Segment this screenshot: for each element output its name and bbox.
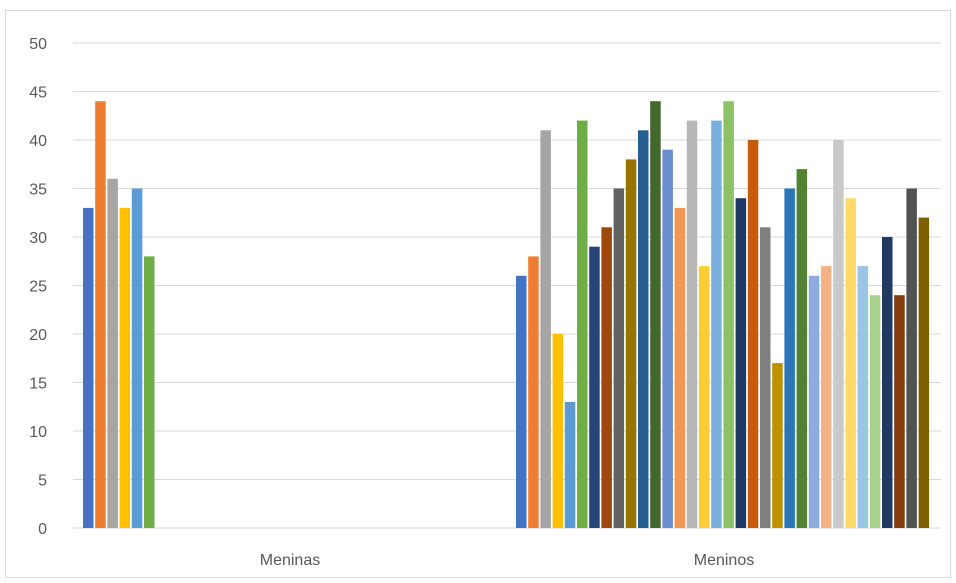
- y-tick-label: 25: [29, 279, 47, 296]
- bar-meninos-18: [723, 101, 734, 528]
- bar-meninos-16: [699, 266, 710, 528]
- y-tick-label: 50: [29, 36, 47, 53]
- bar-meninos-12: [650, 101, 661, 528]
- y-tick-label: 40: [29, 133, 47, 150]
- bar-meninos-2: [528, 256, 539, 528]
- y-tick-label: 10: [29, 424, 47, 441]
- bar-meninos-21: [760, 227, 771, 529]
- y-tick-label: 5: [38, 473, 47, 490]
- bar-meninos-34: [918, 217, 930, 528]
- y-tick-label: 0: [38, 521, 47, 538]
- bar-meninos-27: [833, 140, 844, 528]
- bar-meninos-6: [577, 120, 588, 528]
- bar-meninos-1: [516, 275, 527, 528]
- bar-meninos-5: [564, 401, 576, 528]
- bar-meninos-8: [601, 227, 612, 529]
- bar-meninos-20: [747, 140, 759, 528]
- bar-meninos-31: [882, 237, 893, 528]
- bar-meninos-9: [613, 188, 625, 528]
- y-axis-ticks: 0 5 10 15 20 25 30 35 40 45 50: [29, 36, 47, 538]
- bar-meninas-3: [107, 178, 118, 529]
- bar-meninos-13: [662, 149, 673, 528]
- bar-meninos-7: [589, 246, 600, 528]
- x-tick-label: Meninas: [260, 552, 320, 569]
- bar-meninas-1: [83, 207, 94, 528]
- bar-meninas-4: [119, 207, 131, 528]
- bar-meninos-30: [869, 295, 881, 528]
- bar-meninos-3: [540, 130, 551, 529]
- x-axis-ticks: Meninas Meninos: [260, 552, 754, 569]
- y-tick-label: 35: [29, 182, 47, 199]
- bar-meninos-23: [784, 188, 795, 528]
- y-tick-label: 20: [29, 327, 47, 344]
- bar-meninos-4: [552, 334, 564, 528]
- bar-meninas-6: [144, 256, 155, 528]
- bar-meninos-25: [808, 275, 820, 528]
- bar-meninos-29: [857, 266, 869, 528]
- bar-meninos-24: [796, 169, 808, 528]
- gridlines: [73, 42, 941, 529]
- bar-meninos-26: [821, 266, 832, 528]
- bar-meninos-22: [772, 363, 783, 528]
- bar-meninos-33: [906, 188, 917, 528]
- bar-meninos-14: [674, 207, 686, 528]
- y-tick-label: 30: [29, 230, 47, 247]
- bar-meninos-17: [711, 120, 722, 528]
- bar-meninos-10: [625, 159, 637, 528]
- bar-meninas-5: [131, 188, 143, 528]
- bar-meninos-19: [735, 198, 747, 528]
- bar-meninos-32: [894, 295, 905, 528]
- y-tick-label: 15: [29, 376, 47, 393]
- bar-meninos-15: [686, 120, 698, 528]
- bar-meninas-2: [95, 101, 106, 528]
- bars: [83, 101, 930, 529]
- bar-meninos-28: [845, 198, 856, 528]
- x-tick-label: Meninos: [694, 552, 754, 569]
- bar-meninos-11: [638, 130, 649, 529]
- y-tick-label: 45: [29, 85, 47, 102]
